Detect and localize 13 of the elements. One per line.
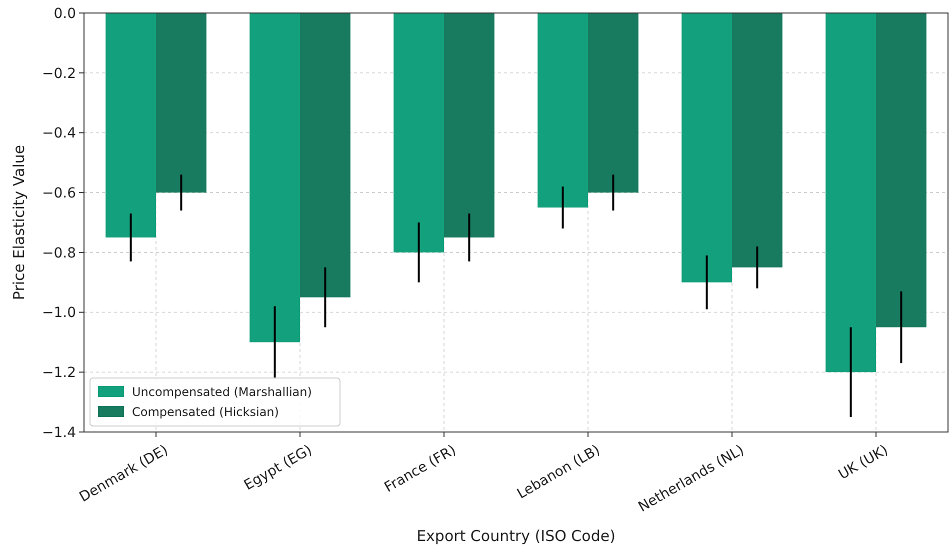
y-tick-label: −0.4 xyxy=(42,126,76,142)
y-tick-label: 0.0 xyxy=(54,6,76,22)
y-tick-label: −0.2 xyxy=(42,66,76,82)
x-axis-title: Export Country (ISO Code) xyxy=(416,527,616,545)
y-axis-title: Price Elasticity Value xyxy=(10,144,28,300)
legend-label: Uncompensated (Marshallian) xyxy=(132,385,312,400)
y-tick-label: −1.2 xyxy=(42,365,76,382)
y-tick-label: −0.8 xyxy=(42,245,76,262)
legend-label: Compensated (Hicksian) xyxy=(132,405,279,420)
y-tick-label: −0.6 xyxy=(42,185,76,202)
y-tick-label: −1.0 xyxy=(42,305,76,322)
x-tick-label: UK (UK) xyxy=(836,442,891,484)
y-tick-label: −1.4 xyxy=(42,424,76,441)
